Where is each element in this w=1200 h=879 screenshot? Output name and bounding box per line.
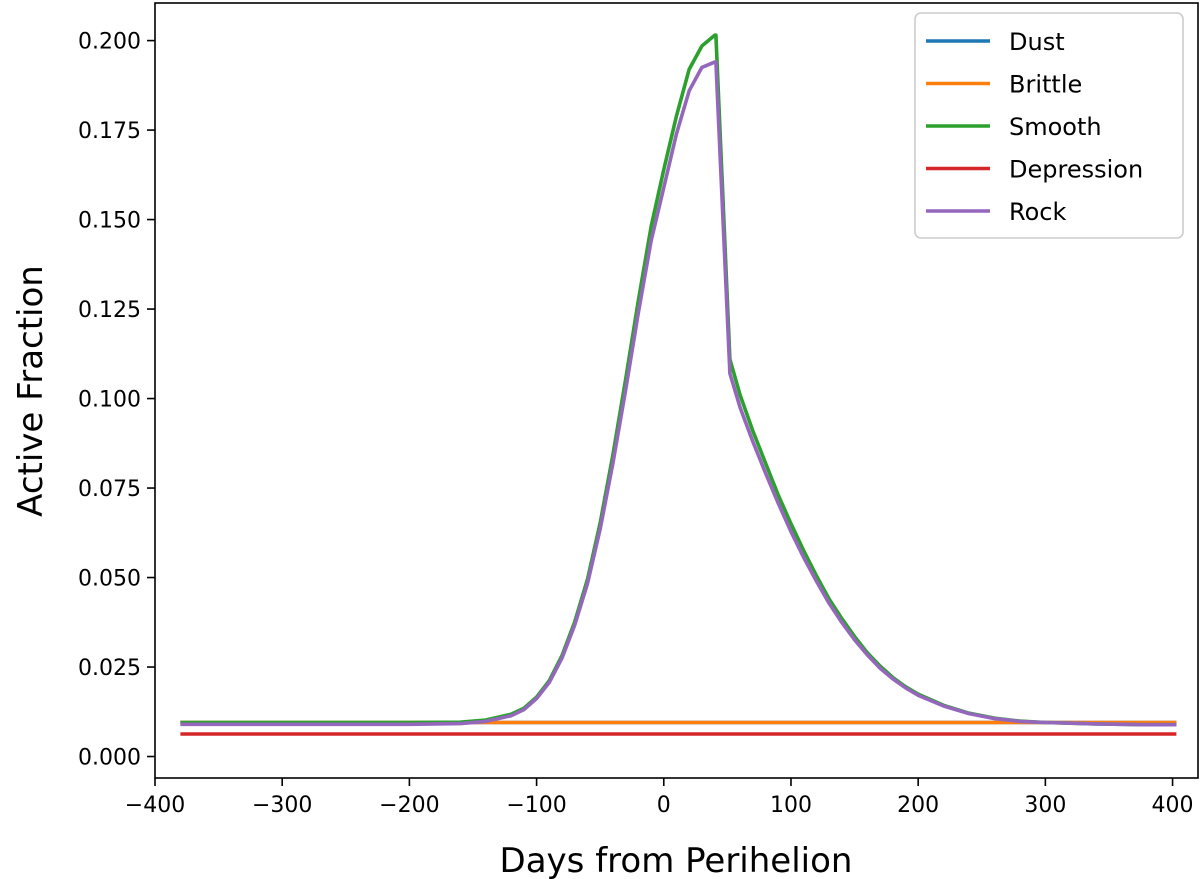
legend-label-rock: Rock (1009, 198, 1066, 226)
x-tick-label: 0 (657, 793, 671, 818)
y-tick-label: 0.075 (78, 477, 141, 502)
y-tick-label: 0.150 (78, 209, 141, 234)
series-line-rock (180, 60, 1177, 727)
legend-label-smooth: Smooth (1009, 113, 1102, 141)
x-tick-label: 300 (1024, 793, 1066, 818)
x-tick-label: −100 (506, 793, 566, 818)
y-tick-label: 0.025 (78, 656, 141, 681)
x-tick-label: 200 (897, 793, 939, 818)
y-tick-label: 0.125 (78, 298, 141, 323)
y-axis-label: Active Fraction (11, 265, 51, 517)
legend-label-dust: Dust (1009, 28, 1065, 56)
y-tick-label: 0.000 (78, 746, 141, 771)
legend: Dust Brittle Smooth Depression Rock (914, 12, 1184, 239)
y-tick-label: 0.100 (78, 388, 141, 413)
plot-frame (154, 2, 1199, 779)
ticks-layer: −400 −300 −200 −100 0 100 200 300 400 0.000 0.025 0… (78, 30, 1194, 818)
x-tick-label: 400 (1152, 793, 1194, 818)
y-tick-label: 0.200 (78, 30, 141, 55)
legend-label-brittle: Brittle (1009, 71, 1082, 99)
x-axis-label: Days from Perihelion (500, 841, 853, 879)
x-tick-label: −400 (125, 793, 185, 818)
x-tick-label: −300 (252, 793, 312, 818)
y-tick-label: 0.050 (78, 567, 141, 592)
legend-box (914, 12, 1184, 239)
y-tick-label: 0.175 (78, 119, 141, 144)
legend-label-depression: Depression (1009, 156, 1143, 184)
series-layer (180, 33, 1177, 736)
x-tick-label: −200 (379, 793, 439, 818)
x-tick-label: 100 (770, 793, 812, 818)
